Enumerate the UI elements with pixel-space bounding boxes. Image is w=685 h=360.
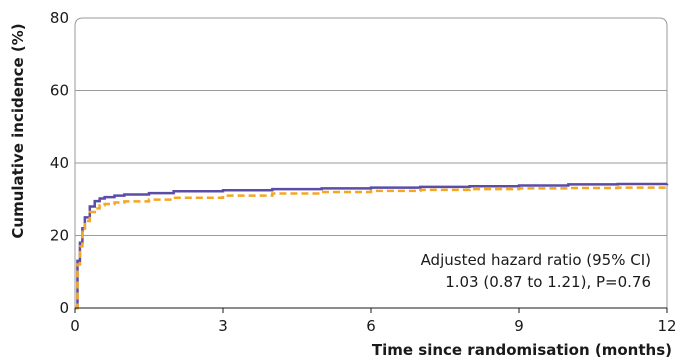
y-tick-label-0: 0: [59, 299, 69, 317]
y-tick-label-60: 60: [50, 82, 69, 100]
gridlines: [75, 90, 667, 236]
y-tick-label-20: 20: [50, 227, 69, 245]
y-tick-label-40: 40: [50, 154, 69, 172]
x-axis-title: Time since randomisation (months): [372, 341, 672, 359]
plot-frame: [74, 17, 668, 308]
x-tick-label-9: 9: [514, 317, 524, 335]
x-tick-label-6: 6: [366, 317, 376, 335]
y-tick-label-80: 80: [50, 9, 69, 27]
x-tick-label-0: 0: [70, 317, 80, 335]
hazard-ratio-label: Adjusted hazard ratio (95% CI): [421, 251, 651, 269]
y-axis-title: Cumulative incidence (%): [9, 23, 27, 238]
y-axis-ticks: 0 20 40 60 80: [50, 9, 69, 317]
series-line-2: [75, 186, 669, 310]
series-lines: [75, 182, 669, 310]
x-axis-ticks: 0 3 6 9 12: [70, 308, 677, 335]
hazard-ratio-value: 1.03 (0.87 to 1.21), P=0.76: [445, 273, 651, 291]
x-tick-label-3: 3: [218, 317, 228, 335]
x-tick-label-12: 12: [657, 317, 676, 335]
